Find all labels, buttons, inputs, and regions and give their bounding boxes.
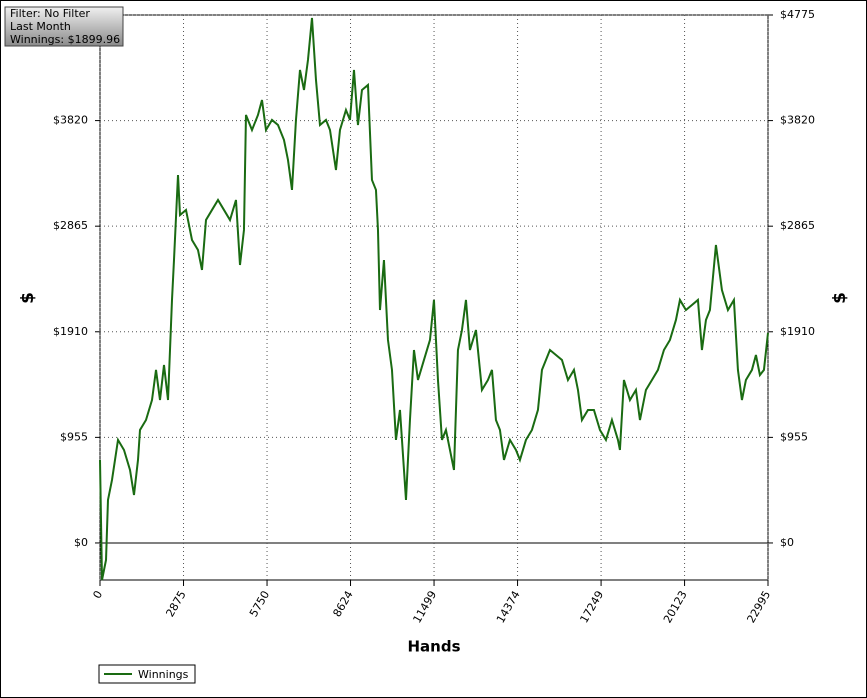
y2-axis-label: $	[830, 292, 850, 304]
y-tick-label: $3820	[53, 114, 88, 127]
legend-label: Winnings	[138, 668, 189, 681]
y2-tick-label: $3820	[780, 114, 815, 127]
series-line	[99, 17, 769, 581]
x-axis-label: Hands	[407, 638, 460, 656]
y-tick-label: $0	[74, 536, 88, 549]
info-line: Winnings: $1899.96	[10, 33, 120, 46]
y2-tick-label: $955	[780, 430, 808, 443]
y2-tick-label: $0	[780, 536, 794, 549]
y2-tick-label: $4775	[780, 8, 815, 21]
y2-tick-label: $2865	[780, 219, 815, 232]
y-axis-label: $	[18, 292, 38, 304]
y-tick-label: $2865	[53, 219, 88, 232]
y2-tick-label: $1910	[780, 325, 815, 338]
info-line: Filter: No Filter	[10, 7, 90, 20]
y-tick-label: $955	[60, 430, 88, 443]
y-tick-label: $1910	[53, 325, 88, 338]
info-box	[4, 6, 124, 47]
info-line: Last Month	[10, 20, 71, 33]
legend	[98, 664, 196, 684]
